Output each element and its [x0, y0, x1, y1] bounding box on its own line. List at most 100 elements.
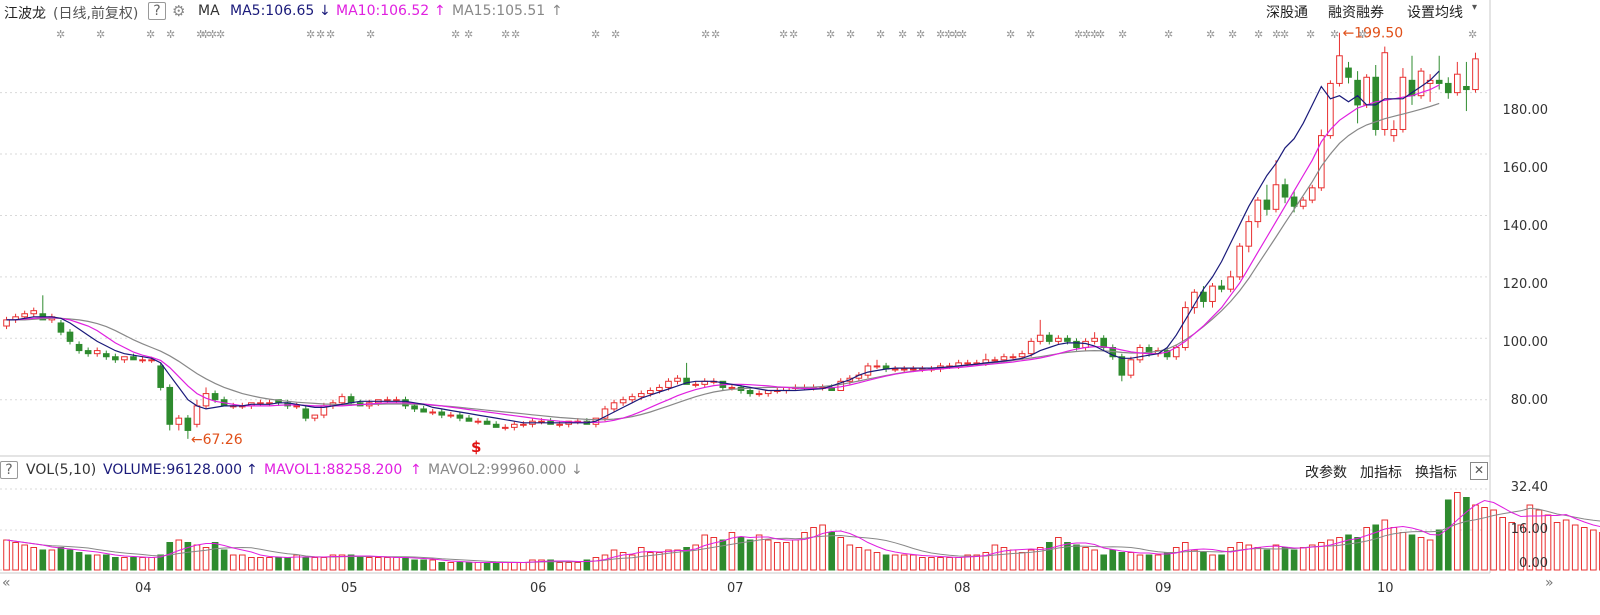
candle-body	[501, 426, 509, 429]
candle-body	[93, 350, 101, 355]
month-label: 09	[1155, 581, 1172, 596]
volume-bar	[855, 547, 863, 571]
volume-bar	[1127, 552, 1135, 571]
candle-body	[411, 405, 418, 410]
volume-bar	[483, 562, 491, 571]
volume-bar	[1372, 524, 1380, 571]
candle-body	[864, 365, 872, 376]
volume-bar	[982, 552, 990, 571]
volume-bar	[202, 547, 210, 571]
candle-body	[1281, 184, 1289, 198]
event-marker-icon: ✲	[1206, 28, 1215, 41]
menu-hk-connect[interactable]: 深股通	[1266, 5, 1308, 21]
scroll-left-icon[interactable]: «	[2, 575, 11, 591]
volume-bar	[928, 557, 935, 571]
candle-body	[538, 420, 545, 423]
volume-bar	[520, 562, 527, 571]
month-label: 07	[727, 581, 744, 596]
event-marker-icon: ✲	[876, 28, 885, 41]
volume-bar	[1218, 554, 1225, 571]
volume-bar	[356, 557, 364, 571]
candle-body	[393, 399, 400, 402]
volume-bar	[438, 562, 446, 571]
volume-bar	[792, 539, 799, 571]
volume-bar	[193, 544, 201, 571]
candle-body	[1036, 334, 1044, 342]
volume-bar	[1036, 547, 1044, 571]
volume-bar	[574, 562, 582, 571]
volume-bar	[302, 557, 310, 571]
volume-bar	[919, 557, 926, 571]
volume-bar	[465, 562, 473, 571]
candle-body	[1336, 55, 1343, 84]
event-marker-icon: ✲	[1254, 28, 1263, 41]
candle-body	[175, 417, 183, 425]
volume-bar	[474, 562, 482, 571]
volume-bar	[810, 527, 817, 571]
candle-body	[1018, 353, 1026, 358]
candle-body	[311, 414, 319, 419]
volume-bar	[619, 552, 627, 571]
volume-tick: 0.00	[1519, 556, 1548, 571]
menu-margin-trading[interactable]: 融资融券	[1328, 5, 1384, 21]
ma15-label: MA15:105.51	[452, 3, 546, 19]
close-icon[interactable]: ✕	[1470, 462, 1488, 480]
candle-body	[1245, 221, 1253, 247]
ma10-line	[6, 84, 1440, 423]
candle-body	[647, 390, 654, 395]
candle-body	[964, 362, 971, 365]
volume-bar	[1463, 497, 1470, 571]
volume-bar	[3, 539, 10, 571]
candle-body	[1218, 285, 1225, 290]
volume-bar	[1562, 519, 1570, 571]
volume-bar	[1163, 552, 1171, 571]
edit-params-button[interactable]: 改参数	[1305, 465, 1347, 481]
indicator-label[interactable]: MA	[198, 3, 220, 19]
volume-bar	[130, 557, 137, 571]
help-button[interactable]: ?	[148, 2, 166, 20]
volume-bar	[1227, 547, 1234, 571]
candle-body	[1073, 340, 1080, 349]
candle-body	[492, 423, 500, 428]
volume-bar	[991, 544, 999, 571]
price-tick: 160.00	[1502, 161, 1549, 176]
volume-bar	[773, 542, 781, 571]
candle-body	[1118, 356, 1126, 376]
high-annotation: ←199.50	[1342, 26, 1403, 42]
caret-down-icon[interactable]: ▾	[1472, 2, 1478, 13]
candle-body	[184, 417, 192, 431]
volume-bar	[1490, 509, 1497, 571]
candle-body	[991, 359, 999, 362]
scroll-right-icon[interactable]: »	[1545, 575, 1554, 591]
price-tick: 100.00	[1502, 335, 1549, 350]
gear-icon[interactable]: ⚙	[172, 2, 186, 20]
volume-bar	[511, 562, 518, 571]
menu-ma-settings[interactable]: 设置均线	[1407, 5, 1463, 21]
candle-body	[1236, 245, 1244, 278]
volume-bar	[1073, 544, 1080, 571]
candle-body	[66, 331, 74, 342]
candle-body	[166, 386, 174, 425]
candle-body	[520, 423, 527, 426]
volume-bar	[1580, 527, 1588, 571]
candle-body	[1091, 337, 1098, 342]
event-marker-icon: ✲	[366, 28, 375, 41]
volume-bar	[429, 559, 437, 571]
candle-body	[1318, 135, 1325, 189]
volume-bar	[257, 557, 264, 571]
switch-indicator-button[interactable]: 换指标	[1415, 465, 1457, 481]
volume-bar	[846, 544, 854, 571]
event-marker-icon: ✲	[166, 28, 175, 41]
event-marker-icon: ✲	[196, 28, 205, 41]
volume-bar	[420, 559, 427, 571]
event-marker-icon: ✲	[208, 28, 217, 41]
low-annotation: ←67.26	[191, 432, 243, 448]
volume-help-button[interactable]: ?	[0, 461, 18, 479]
volume-tick: 32.40	[1510, 480, 1548, 495]
month-label: 05	[341, 581, 358, 596]
add-indicator-button[interactable]: 加指标	[1360, 465, 1402, 481]
volume-bar	[1499, 517, 1506, 571]
candle-body	[891, 368, 899, 371]
candle-body	[474, 420, 482, 423]
